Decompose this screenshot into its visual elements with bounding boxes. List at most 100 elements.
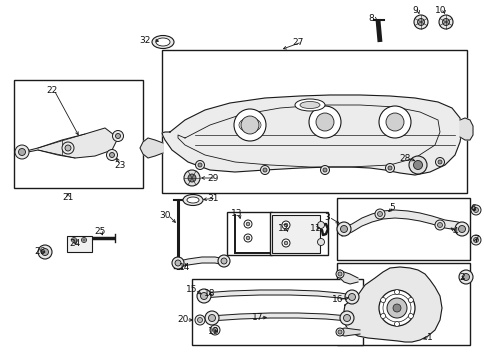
Polygon shape — [22, 128, 118, 158]
Polygon shape — [210, 313, 348, 321]
Text: 23: 23 — [114, 161, 125, 170]
Polygon shape — [337, 270, 357, 284]
Circle shape — [472, 207, 478, 212]
Circle shape — [246, 222, 249, 226]
Ellipse shape — [300, 101, 319, 109]
Circle shape — [413, 161, 422, 170]
Circle shape — [175, 260, 181, 266]
Bar — [272, 215, 319, 253]
Bar — [14, 80, 143, 188]
Text: 28: 28 — [398, 154, 410, 162]
Ellipse shape — [151, 35, 174, 49]
Text: 4: 4 — [451, 227, 457, 236]
Text: 26: 26 — [34, 247, 45, 256]
Text: 7: 7 — [472, 236, 478, 245]
Circle shape — [221, 258, 227, 264]
Circle shape — [73, 239, 75, 241]
Circle shape — [81, 237, 86, 242]
Polygon shape — [201, 290, 351, 300]
Text: 30: 30 — [159, 211, 170, 220]
Circle shape — [462, 273, 469, 281]
Ellipse shape — [187, 197, 198, 203]
Circle shape — [241, 116, 258, 134]
Circle shape — [83, 239, 85, 241]
Circle shape — [393, 290, 399, 295]
Circle shape — [109, 152, 114, 157]
Circle shape — [62, 142, 74, 154]
Text: 21: 21 — [62, 192, 74, 201]
Circle shape — [434, 220, 444, 230]
Text: 1: 1 — [426, 332, 432, 342]
Circle shape — [284, 241, 287, 245]
Circle shape — [260, 166, 269, 175]
Circle shape — [441, 19, 449, 25]
Circle shape — [188, 174, 196, 182]
Circle shape — [281, 221, 289, 229]
Circle shape — [197, 163, 201, 167]
Text: 32: 32 — [139, 35, 151, 45]
Circle shape — [378, 106, 410, 138]
Circle shape — [385, 164, 393, 172]
Circle shape — [378, 290, 414, 326]
Text: 9: 9 — [411, 5, 417, 15]
Bar — [336, 198, 469, 260]
Text: 20: 20 — [177, 316, 188, 325]
Text: 10: 10 — [434, 5, 446, 15]
Text: 6: 6 — [469, 203, 475, 212]
Circle shape — [284, 223, 287, 227]
Text: 24: 24 — [69, 238, 80, 247]
Polygon shape — [343, 267, 441, 342]
Text: 8: 8 — [367, 14, 373, 22]
Text: 22: 22 — [46, 85, 58, 95]
Text: 27: 27 — [292, 37, 303, 46]
Polygon shape — [162, 95, 461, 175]
Circle shape — [408, 313, 412, 318]
Circle shape — [454, 222, 468, 236]
Circle shape — [317, 221, 324, 228]
Circle shape — [417, 19, 424, 25]
Text: 3: 3 — [323, 212, 329, 221]
Circle shape — [387, 166, 391, 170]
Circle shape — [393, 322, 399, 327]
Text: 31: 31 — [207, 193, 218, 202]
Circle shape — [438, 15, 452, 29]
Circle shape — [197, 289, 211, 303]
Text: 17: 17 — [252, 313, 263, 322]
Circle shape — [340, 226, 347, 232]
Text: 29: 29 — [207, 174, 218, 182]
Circle shape — [470, 235, 480, 245]
Text: 12: 12 — [278, 223, 289, 232]
Circle shape — [337, 330, 341, 334]
Bar — [67, 236, 92, 252]
Circle shape — [195, 161, 204, 170]
Circle shape — [408, 297, 412, 302]
Circle shape — [65, 145, 71, 151]
Circle shape — [335, 270, 343, 278]
Circle shape — [172, 257, 183, 269]
Circle shape — [195, 315, 205, 325]
Circle shape — [385, 113, 403, 131]
Circle shape — [348, 293, 355, 301]
Circle shape — [308, 106, 340, 138]
Circle shape — [339, 311, 353, 325]
Circle shape — [212, 327, 217, 332]
Circle shape — [435, 157, 443, 166]
Circle shape — [197, 317, 202, 322]
Circle shape — [243, 220, 252, 228]
Circle shape — [437, 160, 441, 164]
Circle shape — [437, 222, 441, 227]
Circle shape — [316, 113, 333, 131]
Circle shape — [246, 236, 249, 240]
Circle shape — [71, 237, 76, 242]
Circle shape — [344, 290, 358, 304]
Text: 2: 2 — [458, 273, 464, 282]
Ellipse shape — [239, 118, 260, 132]
Text: 18: 18 — [204, 288, 215, 297]
Circle shape — [335, 328, 343, 336]
Text: 13: 13 — [231, 208, 242, 217]
Circle shape — [472, 237, 478, 242]
Circle shape — [408, 156, 426, 174]
Circle shape — [243, 234, 252, 242]
Ellipse shape — [182, 195, 203, 206]
Circle shape — [337, 272, 341, 276]
